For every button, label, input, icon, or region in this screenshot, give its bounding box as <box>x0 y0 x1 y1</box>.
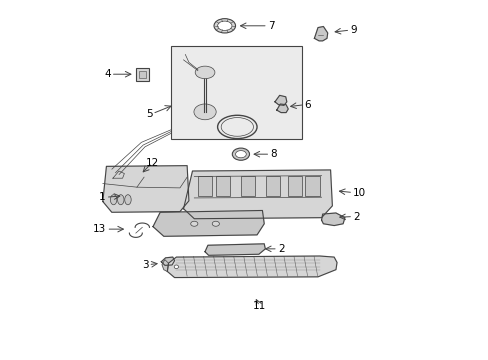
Bar <box>287 176 301 196</box>
Bar <box>241 176 255 196</box>
Polygon shape <box>167 256 336 278</box>
Bar <box>139 71 145 78</box>
Polygon shape <box>153 211 264 236</box>
Ellipse shape <box>110 195 117 205</box>
Ellipse shape <box>195 66 214 79</box>
Polygon shape <box>276 104 287 113</box>
Text: 5: 5 <box>145 109 152 119</box>
Bar <box>171 45 301 139</box>
Text: 2: 2 <box>277 244 284 254</box>
Text: 2: 2 <box>352 212 359 221</box>
Polygon shape <box>204 244 265 255</box>
Bar <box>198 176 212 196</box>
Ellipse shape <box>217 21 231 31</box>
Text: 1: 1 <box>99 192 105 202</box>
Polygon shape <box>162 260 168 271</box>
Polygon shape <box>102 166 188 212</box>
Polygon shape <box>314 27 327 41</box>
Text: 13: 13 <box>93 224 106 234</box>
Text: 12: 12 <box>145 158 158 168</box>
Ellipse shape <box>235 150 246 158</box>
Ellipse shape <box>174 265 178 269</box>
Text: 4: 4 <box>104 69 110 79</box>
Text: 7: 7 <box>267 21 274 31</box>
Ellipse shape <box>190 221 198 226</box>
Text: 8: 8 <box>270 149 276 159</box>
Ellipse shape <box>194 104 216 120</box>
Ellipse shape <box>214 19 235 33</box>
Polygon shape <box>113 171 124 178</box>
Polygon shape <box>183 170 332 219</box>
Text: 6: 6 <box>304 100 311 110</box>
Bar <box>305 176 319 196</box>
Polygon shape <box>274 95 286 105</box>
Bar <box>136 68 148 81</box>
Ellipse shape <box>232 148 249 160</box>
Polygon shape <box>321 213 344 226</box>
Bar <box>215 176 230 196</box>
Ellipse shape <box>212 221 219 226</box>
Text: 9: 9 <box>349 25 356 35</box>
Text: 3: 3 <box>142 260 148 270</box>
Text: 10: 10 <box>352 188 366 198</box>
Ellipse shape <box>124 195 131 205</box>
Text: 11: 11 <box>252 301 265 311</box>
Polygon shape <box>161 257 174 265</box>
Bar <box>265 176 280 196</box>
Ellipse shape <box>117 195 124 205</box>
